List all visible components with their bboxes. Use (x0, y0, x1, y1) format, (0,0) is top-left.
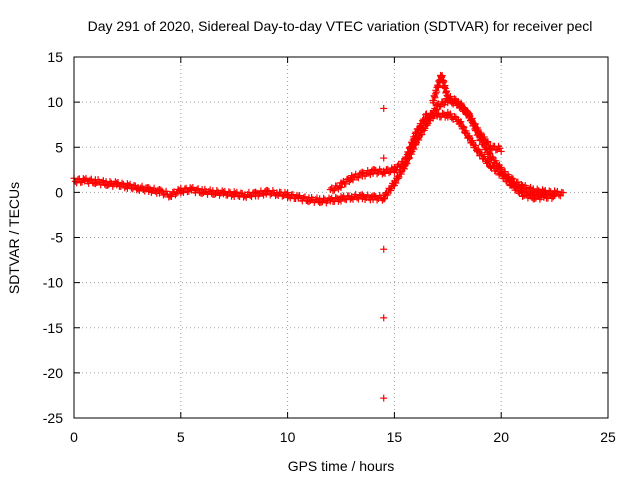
y-tick-label: 0 (55, 184, 63, 200)
point-cluster (380, 179, 398, 203)
point-cluster (540, 190, 559, 202)
point-cluster (123, 180, 142, 194)
point-cluster (305, 193, 324, 207)
x-tick-label: 0 (70, 429, 78, 445)
data-point (380, 314, 388, 322)
y-tick-label: 10 (47, 94, 63, 110)
point-cluster (519, 189, 537, 203)
point-cluster (358, 191, 377, 204)
x-tick-label: 15 (387, 429, 403, 445)
x-tick-label: 20 (493, 429, 509, 445)
y-tick-label: -20 (43, 365, 63, 381)
y-tick-label: -5 (51, 230, 64, 246)
x-tick-label: 10 (280, 429, 296, 445)
point-cluster (262, 187, 281, 200)
point-cluster (401, 128, 420, 165)
point-cluster (551, 187, 567, 200)
y-tick-label: -25 (43, 410, 63, 426)
data-point (380, 245, 388, 253)
data-point (380, 104, 388, 112)
grid (74, 57, 608, 418)
y-tick-label: 15 (47, 49, 63, 65)
x-axis-label: GPS time / hours (288, 458, 395, 474)
data-point (380, 394, 388, 402)
x-tick-label: 5 (177, 429, 185, 445)
data-points (70, 71, 567, 402)
point-cluster (487, 142, 505, 155)
y-tick-label: -10 (43, 275, 63, 291)
y-axis-label: SDTVAR / TECUs (6, 182, 22, 294)
point-cluster (429, 83, 441, 107)
point-cluster (380, 164, 398, 177)
chart-title: Day 291 of 2020, Sidereal Day-to-day VTE… (88, 18, 593, 34)
point-cluster (348, 169, 366, 184)
x-tick-label: 25 (600, 429, 616, 445)
axis-ticks: 0 5 10 15 20 25 -25 -20 -15 -10 -5 0 5 10 15 (43, 49, 616, 445)
data-point (380, 154, 388, 162)
y-tick-label: -15 (43, 320, 63, 336)
y-tick-label: 5 (55, 139, 63, 155)
